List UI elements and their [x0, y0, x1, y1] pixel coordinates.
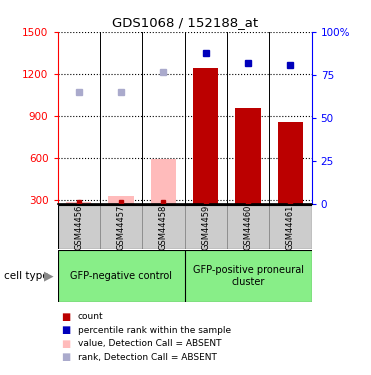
Text: ■: ■	[61, 326, 70, 335]
Text: rank, Detection Call = ABSENT: rank, Detection Call = ABSENT	[78, 353, 217, 362]
Text: GFP-negative control: GFP-negative control	[70, 271, 172, 281]
Text: ■: ■	[61, 312, 70, 322]
Text: GSM44461: GSM44461	[286, 205, 295, 250]
Bar	[278, 122, 303, 204]
Bar	[66, 202, 91, 204]
Bar	[151, 159, 176, 204]
Text: GSM44459: GSM44459	[201, 205, 210, 250]
Bar	[100, 205, 142, 249]
Text: ■: ■	[61, 352, 70, 362]
Bar	[58, 205, 100, 249]
Text: count: count	[78, 312, 104, 321]
Bar	[185, 250, 312, 302]
Bar	[58, 250, 185, 302]
Text: ▶: ▶	[44, 269, 53, 282]
Text: ■: ■	[61, 339, 70, 349]
Bar	[193, 68, 219, 204]
Bar	[142, 205, 185, 249]
Bar	[236, 108, 261, 204]
Text: cell type: cell type	[4, 271, 48, 280]
Bar	[185, 205, 227, 249]
Text: value, Detection Call = ABSENT: value, Detection Call = ABSENT	[78, 339, 221, 348]
Text: GSM44456: GSM44456	[74, 205, 83, 250]
Text: GFP-positive proneural
cluster: GFP-positive proneural cluster	[193, 265, 303, 287]
Text: GSM44458: GSM44458	[159, 205, 168, 250]
Bar	[269, 205, 312, 249]
Text: GSM44457: GSM44457	[116, 205, 125, 250]
Bar	[227, 205, 269, 249]
Bar	[108, 196, 134, 204]
Text: GSM44460: GSM44460	[244, 205, 253, 250]
Title: GDS1068 / 152188_at: GDS1068 / 152188_at	[112, 16, 257, 29]
Text: percentile rank within the sample: percentile rank within the sample	[78, 326, 231, 335]
